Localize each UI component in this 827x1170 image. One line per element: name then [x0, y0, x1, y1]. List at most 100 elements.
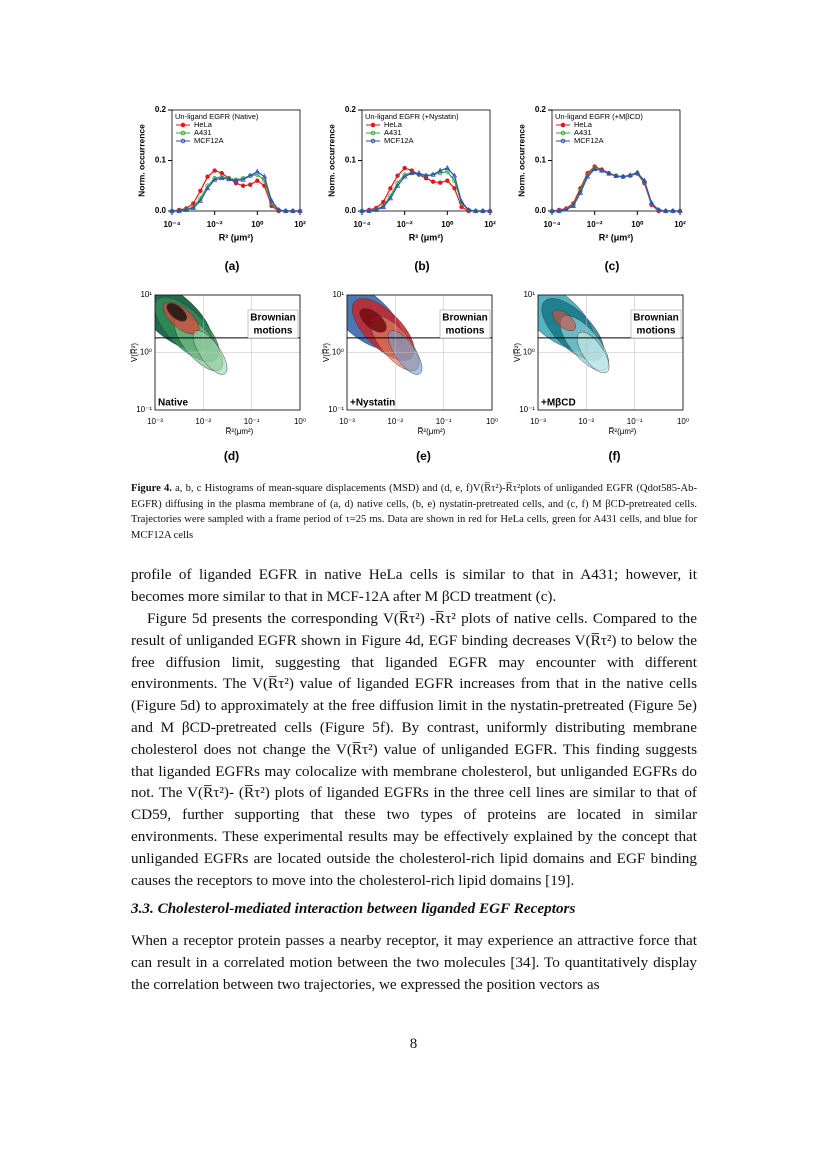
data-point	[627, 172, 633, 178]
region-label: Brownian	[250, 313, 296, 324]
data-point	[677, 207, 683, 213]
y-tick-label: 0.1	[345, 156, 357, 165]
y-axis-label: V(R̅²)	[513, 343, 522, 362]
data-point	[261, 173, 268, 179]
x-axis-label: R² (μm²)	[409, 232, 444, 242]
x-tick-label: 10⁰	[631, 220, 644, 229]
x-tick-label: 10⁻³	[147, 417, 163, 426]
y-tick-label: 10⁻¹	[519, 405, 535, 414]
page-number: 8	[409, 1036, 418, 1052]
panel-label: (f)	[609, 449, 621, 463]
data-point	[283, 207, 289, 213]
data-point	[373, 206, 379, 212]
legend-title: Un-ligand EGFR (Native)	[175, 112, 259, 121]
data-point	[247, 172, 253, 178]
y-tick-label: 10¹	[140, 290, 152, 299]
data-point	[430, 171, 436, 177]
data-point	[648, 199, 655, 205]
figure-caption: Figure 4. a, b, c Histograms of mean-squ…	[131, 481, 697, 543]
data-point	[591, 166, 598, 171]
series-line	[362, 167, 490, 212]
legend-marker	[180, 122, 186, 128]
annotation: +MβCD	[541, 398, 576, 409]
contour-region	[552, 309, 576, 331]
data-point	[190, 204, 197, 210]
region-label: motions	[446, 326, 485, 337]
data-point	[254, 168, 261, 174]
data-point	[248, 182, 253, 187]
x-tick-label: 10⁰	[486, 417, 498, 426]
x-tick-label: 10⁻¹	[436, 417, 452, 426]
legend-label: MCF12A	[194, 136, 224, 145]
data-point	[641, 177, 648, 183]
data-point	[473, 207, 479, 213]
data-point	[275, 206, 282, 212]
data-point	[663, 207, 669, 213]
data-point	[176, 207, 182, 213]
legend-title: Un-ligand EGFR (+Nystatin)	[365, 112, 459, 121]
panel-label: (b)	[414, 259, 429, 273]
data-point	[212, 168, 217, 173]
data-point	[219, 175, 225, 181]
y-tick-label: 10¹	[332, 290, 344, 299]
region-box	[439, 309, 491, 339]
legend-title: Un-ligand EGFR (+MβCD)	[555, 112, 643, 121]
data-point	[451, 172, 458, 178]
x-tick-label: 10⁻⁴	[163, 220, 180, 229]
panel-label: (c)	[605, 259, 620, 273]
legend-label: A431	[384, 128, 402, 137]
plot-frame	[346, 294, 493, 411]
data-point	[556, 207, 562, 213]
data-point	[205, 174, 210, 179]
data-point	[416, 170, 422, 176]
data-point	[198, 188, 203, 193]
legend-marker	[370, 122, 376, 128]
legend-marker	[560, 122, 566, 128]
plot-frame	[537, 294, 684, 411]
x-tick-label: 10⁻¹	[244, 417, 260, 426]
plot-frame	[154, 294, 301, 411]
y-tick-label: 10⁰	[523, 348, 535, 357]
paragraph: Figure 5d presents the corresponding V(R…	[131, 610, 697, 889]
x-tick-label: 10⁰	[677, 417, 689, 426]
x-tick-label: 10⁻²	[578, 417, 594, 426]
x-tick-label: 10²	[484, 220, 496, 229]
data-point	[423, 172, 429, 178]
data-point	[634, 169, 641, 175]
x-tick-label: 10⁻²	[207, 220, 223, 229]
annotation: +Nystatin	[350, 398, 395, 409]
x-tick-label: 10²	[294, 220, 306, 229]
y-tick-label: 0.1	[535, 156, 547, 165]
legend-marker	[180, 138, 186, 144]
legend-label: HeLa	[384, 120, 403, 129]
data-point	[401, 173, 408, 179]
y-tick-label: 0.2	[535, 105, 547, 114]
region-label: Brownian	[633, 313, 679, 324]
annotation: Native	[158, 398, 188, 409]
data-point	[359, 207, 365, 213]
contour-field	[155, 295, 228, 375]
section-heading: 3.3. Cholesterol-mediated interaction be…	[131, 900, 576, 917]
contour-region	[359, 308, 387, 333]
series-line	[171, 169, 300, 212]
legend-label: MCF12A	[384, 136, 414, 145]
data-point	[290, 207, 296, 213]
region-label: Brownian	[442, 313, 488, 324]
data-point	[655, 206, 662, 212]
data-point	[620, 173, 626, 179]
x-tick-label: 10⁻³	[530, 417, 546, 426]
contour-region	[166, 303, 187, 322]
data-point	[240, 176, 246, 182]
y-tick-label: 10⁻¹	[136, 405, 152, 414]
x-tick-label: 10⁰	[441, 220, 454, 229]
data-point	[563, 206, 569, 212]
caption-text: a, b, c Histograms of mean-square displa…	[131, 483, 697, 541]
region-box	[247, 309, 299, 339]
x-axis-label: R̅²(μm²)	[608, 427, 636, 436]
y-tick-label: 0.0	[155, 206, 167, 215]
data-point	[240, 183, 246, 188]
y-axis-label: Norm. occurrence	[326, 124, 336, 197]
x-tick-label: 10⁰	[294, 417, 306, 426]
data-point	[219, 170, 224, 176]
data-point	[465, 206, 472, 212]
